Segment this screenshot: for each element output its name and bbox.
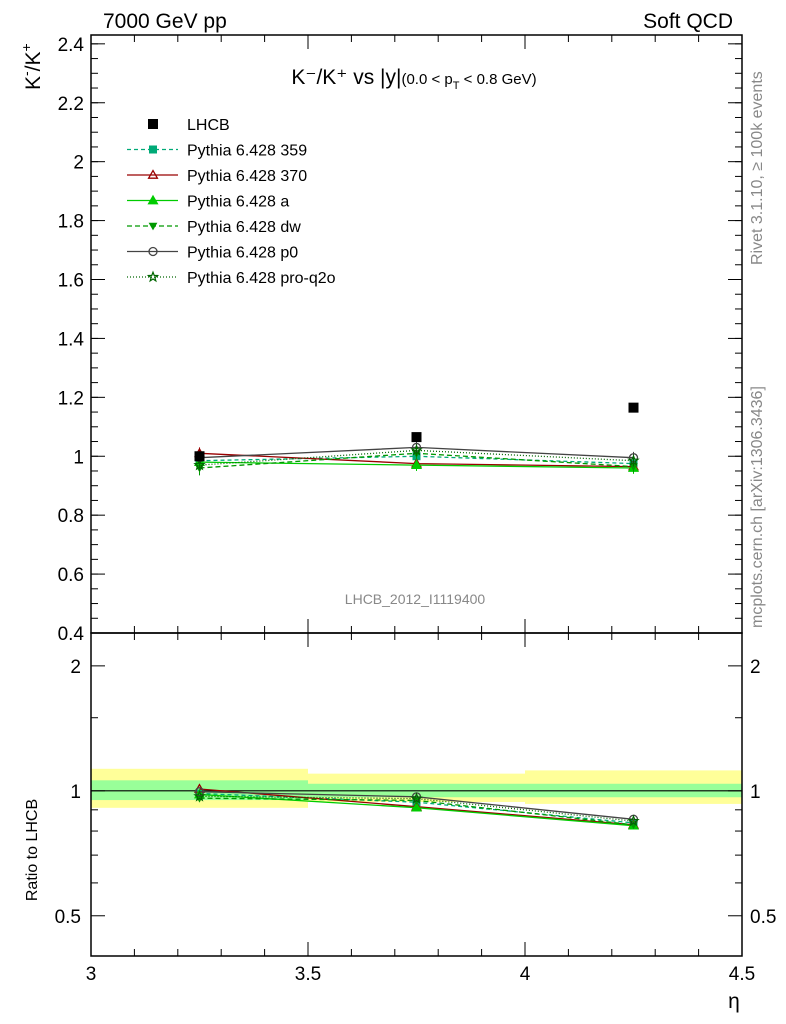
y-tick-label: 2.2 xyxy=(58,94,84,115)
series-point xyxy=(410,443,423,456)
ratio-axis-label: Ratio to LHCB xyxy=(24,799,41,901)
ratio-series xyxy=(193,783,640,830)
legend-label: Pythia 6.428 370 xyxy=(187,168,307,185)
data-points xyxy=(194,402,639,462)
y-tick-label: 1.2 xyxy=(58,388,84,409)
x-tick-label: 3 xyxy=(86,964,97,985)
y-tick-label: 1.6 xyxy=(58,271,84,292)
series-point xyxy=(627,454,640,466)
legend: LHCB Pythia 6.428 359 Pythia 6.428 370 Pyth… xyxy=(127,117,336,287)
legend-marker xyxy=(147,194,159,205)
legend-marker xyxy=(148,246,158,257)
ratio-tick-label: 2 xyxy=(70,657,81,678)
header-left: 7000 GeV pp xyxy=(103,10,227,33)
data-point xyxy=(628,402,639,413)
legend-label: Pythia 6.428 359 xyxy=(187,143,307,160)
y-tick-label: 1 xyxy=(73,447,84,468)
series-point xyxy=(410,459,423,469)
legend-label: Pythia 6.428 pro-q2o xyxy=(187,270,336,287)
y-tick-label: 0.4 xyxy=(58,624,85,645)
data-point xyxy=(194,451,205,462)
ratio-tick-label: 1 xyxy=(70,782,81,803)
x-tick-label: 3.5 xyxy=(295,964,321,985)
ratio-point xyxy=(410,801,423,812)
series-line xyxy=(199,449,634,466)
y-tick-label: 0.6 xyxy=(58,565,84,586)
axes: 0.4 0.6 0.8 1 1.2 1.4 1.6 1.8 2 2.2 2.4 3 3.5 4 4.5 0.5… xyxy=(55,34,776,985)
legend-marker xyxy=(146,270,160,283)
legend-marker xyxy=(149,145,157,154)
chart-title: K⁻/K⁺ vs |y|(0.0 < pT < 0.8 GeV) xyxy=(291,66,536,92)
legend-label: Pythia 6.428 dw xyxy=(187,219,301,236)
ratio-frame xyxy=(90,632,743,957)
y-tick-label: 1.8 xyxy=(58,212,84,233)
mcplots-label: mcplots.cern.ch [arXiv:1306.3436] xyxy=(749,386,766,628)
x-tick-label: 4 xyxy=(520,964,531,985)
x-tick-label: 4.5 xyxy=(729,964,755,985)
ratio-tick-label-right: 2 xyxy=(750,657,761,678)
legend-marker xyxy=(148,119,158,129)
analysis-watermark: LHCB_2012_I1119400 xyxy=(345,591,486,607)
legend-marker xyxy=(147,169,159,179)
legend-label: Pythia 6.428 p0 xyxy=(187,245,298,262)
legend-label: Pythia 6.428 a xyxy=(187,194,289,211)
series-point xyxy=(629,463,638,471)
data-point xyxy=(411,432,422,443)
main-series xyxy=(193,441,640,476)
y-tick-label: 2.4 xyxy=(58,35,85,56)
ratio-point xyxy=(193,789,206,802)
y-axis-label: K-/K+ xyxy=(18,43,45,90)
ratio-tick-label-right: 1 xyxy=(750,782,761,803)
y-tick-label: 2 xyxy=(73,153,84,174)
x-axis-label: η xyxy=(728,990,740,1013)
legend-label: LHCB xyxy=(187,117,230,134)
ratio-point xyxy=(194,787,205,797)
y-tick-label: 0.8 xyxy=(58,506,84,527)
ratio-point xyxy=(410,792,423,804)
ratio-tick-label-right: 0.5 xyxy=(750,907,776,928)
ratio-series-line xyxy=(199,795,634,822)
rivet-label: Rivet 3.1.10, ≥ 100k events xyxy=(749,71,766,265)
series-point xyxy=(193,458,206,471)
y-tick-label: 1.4 xyxy=(58,329,85,350)
legend-marker xyxy=(148,222,158,231)
ratio-tick-label: 0.5 xyxy=(55,907,81,928)
ratio-point xyxy=(627,814,640,827)
header-right: Soft QCD xyxy=(643,10,733,33)
ratio-series-line xyxy=(199,791,634,820)
